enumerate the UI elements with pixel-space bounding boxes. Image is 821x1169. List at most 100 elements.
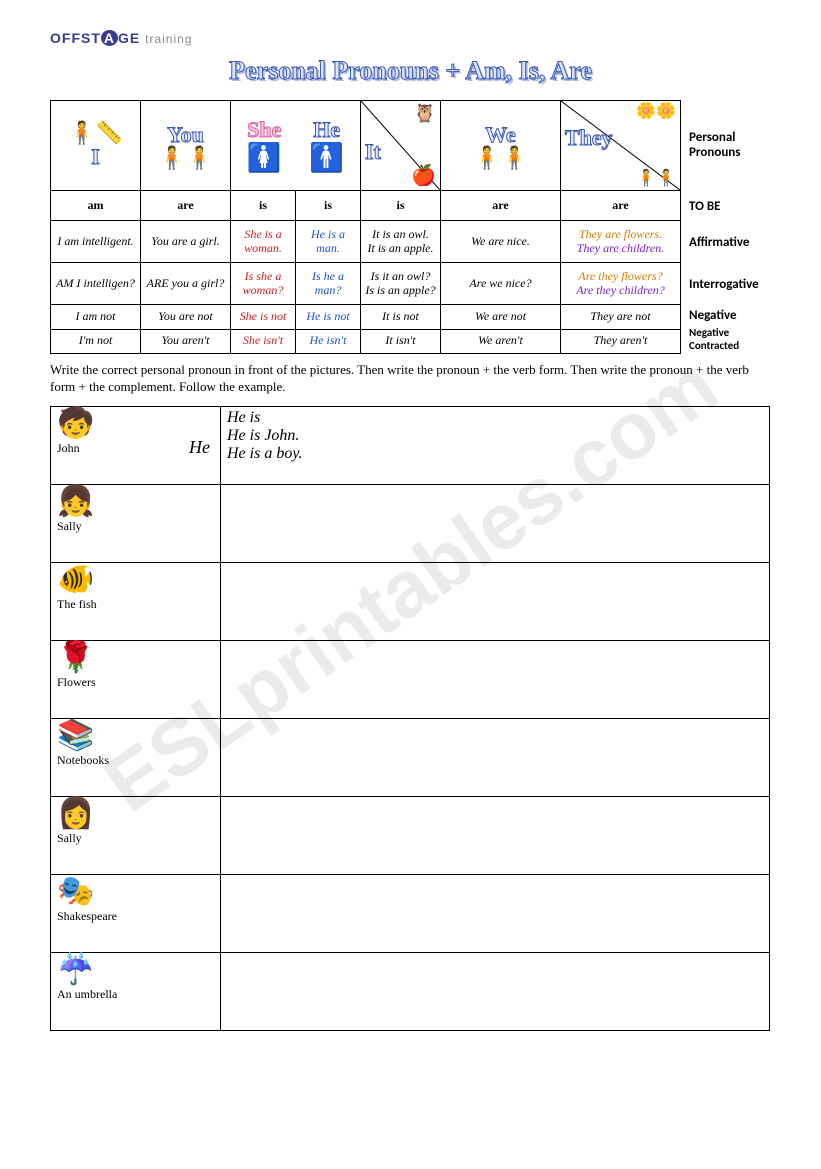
logo-text-a: OFFST xyxy=(50,30,101,46)
pronoun-grid-wrap: 🧍📏 I You 🧍🧍 She🚺 He🚹 🦉 It 🍎 We 🧍🧍 🌼🌼 xyxy=(50,100,771,354)
pronoun-she: She xyxy=(247,117,282,142)
exercise-row: 👩 Sally xyxy=(51,796,770,874)
int-it1: Is it an owl? xyxy=(371,269,431,283)
male-icon: 🚹 xyxy=(309,142,344,173)
exercise-label: Flowers xyxy=(57,675,214,690)
exercise-label: The fish xyxy=(57,597,214,612)
nc-i: I'm not xyxy=(51,329,141,353)
shakespeare-icon: 🎭 xyxy=(57,877,214,907)
exercise-answer-cell[interactable] xyxy=(221,640,770,718)
pronoun-he: He xyxy=(309,117,344,142)
int-she: Is she a woman? xyxy=(231,263,296,305)
apple-icon: 🍎 xyxy=(411,165,436,188)
exercise-row: 👧Sally xyxy=(51,484,770,562)
exercise-answer-cell[interactable] xyxy=(221,484,770,562)
aff-they: They are flowers.They are children. xyxy=(561,221,681,263)
exercise-table: 🧒JohnHeHe isHe is John.He is a boy.👧Sall… xyxy=(50,406,770,1031)
exercise-left-cell[interactable]: 🐠The fish xyxy=(51,562,221,640)
exercise-left-cell[interactable]: 👧Sally xyxy=(51,484,221,562)
head-it: 🦉 It 🍎 xyxy=(361,101,441,191)
exercise-row: 🐠The fish xyxy=(51,562,770,640)
exercise-left-cell[interactable]: 📚Notebooks xyxy=(51,718,221,796)
aff-he: He is a man. xyxy=(296,221,361,263)
label-interrogative: Interrogative xyxy=(689,262,771,306)
head-you: You 🧍🧍 xyxy=(141,101,231,191)
exercise-pronoun: He xyxy=(189,437,210,458)
exercise-answer-cell[interactable] xyxy=(221,874,770,952)
stick-icon: 🧍📏 xyxy=(68,120,123,145)
notebooks-icon: 📚 xyxy=(57,721,214,751)
nc-it: It isn't xyxy=(361,329,441,353)
int-they2: Are they children? xyxy=(576,283,664,297)
exercise-answer-cell[interactable] xyxy=(221,562,770,640)
pronoun-they: They xyxy=(565,125,613,150)
exercise-label: Sally xyxy=(57,831,214,846)
neg-you: You are not xyxy=(141,305,231,329)
nc-she: She isn't xyxy=(231,329,296,353)
exercise-left-cell[interactable]: 🌹 Flowers xyxy=(51,640,221,718)
tobe-are2: are xyxy=(441,191,561,221)
label-pronouns: Personal Pronouns xyxy=(689,100,771,190)
exercise-row: 🎭 Shakespeare xyxy=(51,874,770,952)
label-negative: Negative xyxy=(689,306,771,324)
nc-he: He isn't xyxy=(296,329,361,353)
pronoun-you: You xyxy=(143,122,228,147)
exercise-answer-cell[interactable]: He isHe is John.He is a boy. xyxy=(221,406,770,484)
int-they: Are they flowers?Are they children? xyxy=(561,263,681,305)
nc-they: They aren't xyxy=(561,329,681,353)
aff-we: We are nice. xyxy=(441,221,561,263)
girl-icon: 👧 xyxy=(57,487,214,517)
instructions: Write the correct personal pronoun in fr… xyxy=(50,362,771,396)
aff-they2: They are children. xyxy=(577,241,664,255)
exercise-answer-cell[interactable] xyxy=(221,718,770,796)
label-negcontr: Negative Contracted xyxy=(689,324,771,354)
label-tobe: TO BE xyxy=(689,190,771,222)
int-we: Are we nice? xyxy=(441,263,561,305)
affirmative-row: I am intelligent. You are a girl. She is… xyxy=(51,221,681,263)
tobe-is3: is xyxy=(361,191,441,221)
aff-they1: They are flowers. xyxy=(579,227,662,241)
aff-you: You are a girl. xyxy=(141,221,231,263)
exercise-left-cell[interactable]: 🧒JohnHe xyxy=(51,406,221,484)
nc-you: You aren't xyxy=(141,329,231,353)
negative-row: I am not You are not She is not He is no… xyxy=(51,305,681,329)
neg-we: We are not xyxy=(441,305,561,329)
answer-line: He is xyxy=(227,409,763,427)
tobe-is: is xyxy=(231,191,296,221)
side-labels: Personal Pronouns TO BE Affirmative Inte… xyxy=(689,100,771,354)
brand-logo: OFFSTAGE training xyxy=(50,30,771,46)
exercise-label: Shakespeare xyxy=(57,909,214,924)
int-it: Is it an owl?Is is an apple? xyxy=(361,263,441,305)
exercise-left-cell[interactable]: 👩 Sally xyxy=(51,796,221,874)
aff-i: I am intelligent. xyxy=(51,221,141,263)
pronoun-i: I xyxy=(53,144,138,169)
umbrella-icon: ☔ xyxy=(57,955,214,985)
int-he: Is he a man? xyxy=(296,263,361,305)
flowers-icon: 🌹 xyxy=(57,643,214,673)
answer-line: He is John. xyxy=(227,427,763,445)
head-they: 🌼🌼 They 🧍🧍 xyxy=(561,101,681,191)
tobe-are: are xyxy=(141,191,231,221)
tobe-is2: is xyxy=(296,191,361,221)
exercise-label: An umbrella xyxy=(57,987,214,1002)
tobe-row: am are is is is are are xyxy=(51,191,681,221)
interrogative-row: AM I intelligen? ARE you a girl? Is she … xyxy=(51,263,681,305)
exercise-left-cell[interactable]: 🎭 Shakespeare xyxy=(51,874,221,952)
owl-icon: 🦉 xyxy=(414,103,436,124)
int-i: AM I intelligen? xyxy=(51,263,141,305)
aff-it2: It is an apple. xyxy=(368,241,434,255)
head-we: We 🧍🧍 xyxy=(441,101,561,191)
neg-she: She is not xyxy=(231,305,296,329)
neg-he: He is not xyxy=(296,305,361,329)
exercise-answer-cell[interactable] xyxy=(221,796,770,874)
exercise-row: 🌹 Flowers xyxy=(51,640,770,718)
exercise-row: 📚Notebooks xyxy=(51,718,770,796)
exercise-row: ☔ An umbrella xyxy=(51,952,770,1030)
logo-sub: training xyxy=(145,32,192,46)
negcontr-row: I'm not You aren't She isn't He isn't It… xyxy=(51,329,681,353)
exercise-answer-cell[interactable] xyxy=(221,952,770,1030)
head-she-he: She🚺 He🚹 xyxy=(231,101,361,191)
exercise-left-cell[interactable]: ☔ An umbrella xyxy=(51,952,221,1030)
logo-text-b: GE xyxy=(118,30,140,46)
woman-icon: 👩 xyxy=(57,799,214,829)
